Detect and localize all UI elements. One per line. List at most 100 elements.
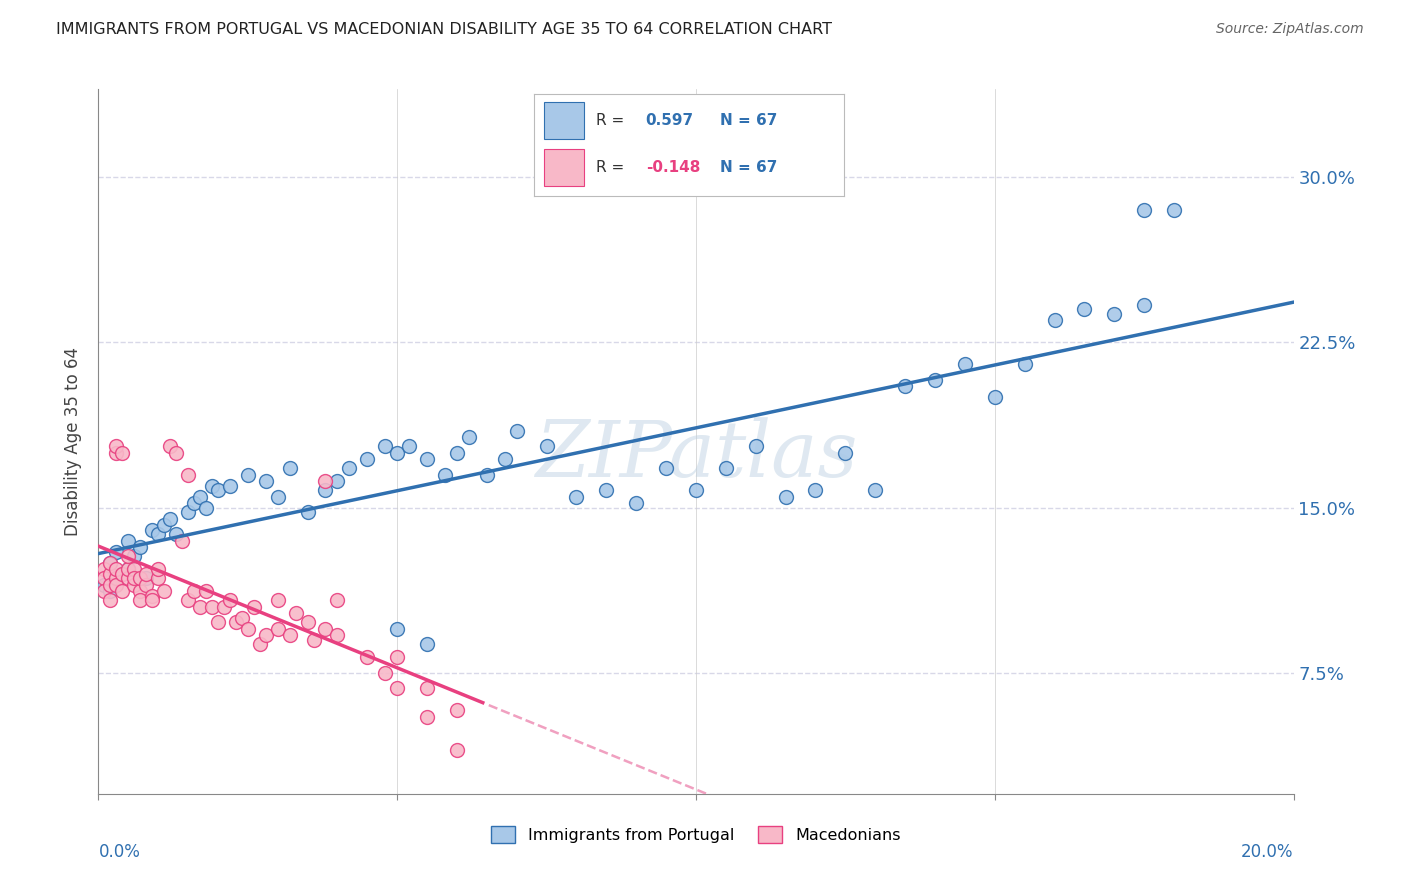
Point [105,571,128,585]
Point [924,373,946,387]
Point [98,593,122,607]
Point [1014,358,1036,372]
Point [416,681,439,696]
Point [302,632,325,647]
Point [117,562,139,576]
Text: 0.597: 0.597 [645,112,693,128]
Point [953,358,976,372]
Point [416,452,439,467]
Point [249,637,271,651]
Point [129,571,152,585]
Point [243,599,266,614]
Bar [544,102,583,139]
Point [865,483,887,497]
Point [93,584,115,599]
Point [177,467,200,482]
Point [98,577,122,591]
Point [446,703,468,717]
Point [159,511,181,525]
Point [153,584,176,599]
Point [506,424,529,438]
Point [159,439,181,453]
Point [284,607,307,621]
Point [385,622,409,636]
Point [98,566,122,581]
Point [111,566,134,581]
Point [188,599,211,614]
Point [1073,302,1095,317]
Point [267,622,290,636]
Text: N = 67: N = 67 [720,160,778,175]
Point [93,571,115,585]
Y-axis label: Disability Age 35 to 64: Disability Age 35 to 64 [65,347,83,536]
Point [565,490,588,504]
Point [98,556,122,570]
Point [434,467,457,482]
Point [207,615,229,629]
Point [315,474,337,488]
Point [446,743,468,757]
Point [297,615,319,629]
Point [148,527,170,541]
Point [111,445,134,459]
Point [1104,307,1126,321]
Point [1163,203,1185,218]
Point [195,584,218,599]
Point [278,628,301,642]
Point [385,650,409,665]
Point [267,593,290,607]
Point [141,593,163,607]
Point [195,500,218,515]
Point [201,478,224,492]
Point [98,584,122,599]
Point [894,379,917,393]
Point [141,523,163,537]
Point [117,549,139,563]
Point [219,478,242,492]
Point [278,461,301,475]
Point [834,445,856,459]
Point [105,562,128,576]
Legend: Immigrants from Portugal, Macedonians: Immigrants from Portugal, Macedonians [485,820,907,849]
Point [124,571,146,585]
Text: 20.0%: 20.0% [1241,843,1294,861]
Point [135,571,157,585]
Point [148,571,170,585]
Text: -0.148: -0.148 [645,160,700,175]
Point [183,496,205,510]
Point [326,474,349,488]
Point [135,577,157,591]
Point [117,571,139,585]
Point [153,518,176,533]
Text: ZIPatlas: ZIPatlas [534,417,858,494]
Text: R =: R = [596,160,630,175]
Point [98,556,122,570]
Point [135,566,157,581]
Point [129,584,152,599]
Point [626,496,648,510]
Text: N = 67: N = 67 [720,112,778,128]
Point [315,622,337,636]
Point [165,527,187,541]
Point [231,611,253,625]
Point [385,445,409,459]
Point [356,650,378,665]
Point [117,533,139,548]
Point [685,483,707,497]
Point [374,665,396,680]
Point [385,681,409,696]
Point [129,541,152,555]
Point [714,461,737,475]
Point [595,483,617,497]
Point [188,490,211,504]
Point [254,628,277,642]
Point [117,562,139,576]
Text: Source: ZipAtlas.com: Source: ZipAtlas.com [1216,22,1364,37]
Point [141,589,163,603]
Point [655,461,678,475]
Point [111,584,134,599]
Text: 0.0%: 0.0% [98,843,141,861]
Point [494,452,516,467]
Point [745,439,768,453]
Point [458,430,481,444]
